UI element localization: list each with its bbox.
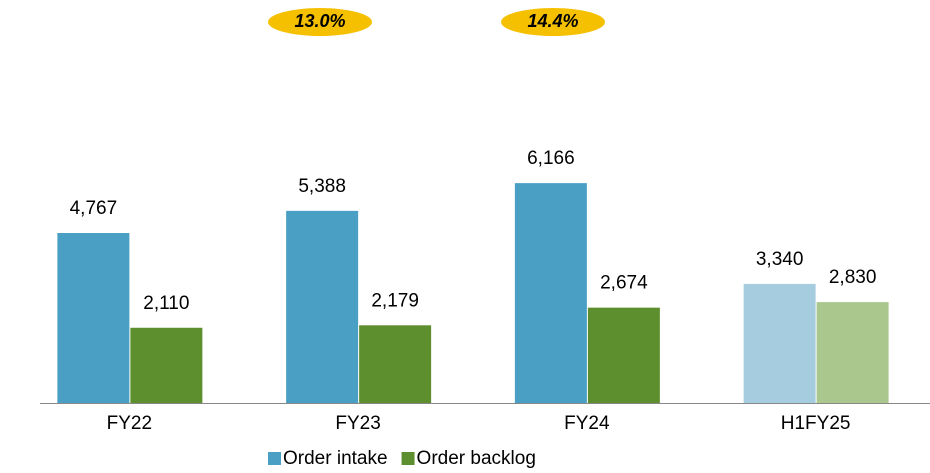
legend-label: Order backlog [417,448,536,469]
annotation-badge [501,8,605,36]
x-tick-label: FY23 [335,413,380,434]
annotation: 14.4% [527,11,578,31]
data-label: 4,767 [70,198,118,219]
data-label: 2,830 [829,267,877,288]
data-label: 2,674 [600,273,648,294]
x-tick-label: H1FY25 [781,413,851,434]
bar [286,210,359,403]
legend-swatch [268,452,281,465]
bar [130,327,203,403]
data-label: 2,179 [371,290,419,311]
legend-label: Order intake [283,448,388,469]
bar [587,307,660,403]
annotation: 13.0% [294,11,345,31]
bar [743,283,816,403]
data-label: 5,388 [298,176,346,197]
annotation-badge [268,8,372,36]
data-label: 3,340 [756,249,804,270]
legend-swatch [401,452,415,465]
data-label: 6,166 [527,148,575,169]
bar [816,302,889,403]
bar [359,325,432,403]
data-label: 2,110 [143,293,189,314]
bar [57,233,130,403]
x-tick-label: FY24 [564,413,610,434]
bar [514,183,587,403]
x-tick-label: FY22 [107,413,152,434]
